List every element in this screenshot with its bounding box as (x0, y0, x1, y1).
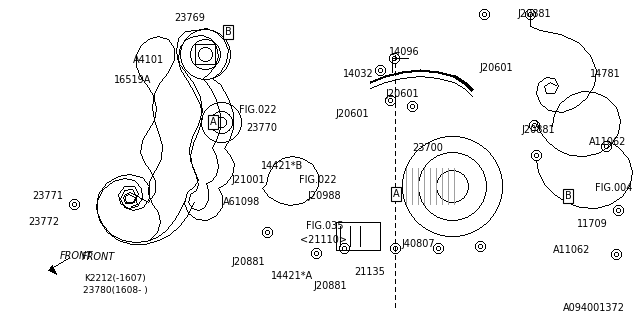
Text: 23771: 23771 (33, 191, 63, 201)
Text: J20601: J20601 (335, 109, 369, 119)
Text: 23700: 23700 (413, 143, 444, 153)
Text: B: B (564, 191, 572, 201)
Text: J20601: J20601 (385, 89, 419, 99)
Text: 16519A: 16519A (115, 75, 152, 85)
Text: J20881: J20881 (521, 125, 555, 135)
Text: 14096: 14096 (388, 47, 419, 57)
Text: FIG.035: FIG.035 (307, 221, 344, 231)
Text: 23770: 23770 (246, 123, 278, 133)
Text: 14421*A: 14421*A (271, 271, 313, 281)
Text: J21001: J21001 (231, 175, 265, 185)
Text: A094001372: A094001372 (563, 303, 625, 313)
Text: J20988: J20988 (307, 191, 341, 201)
Text: A11062: A11062 (589, 137, 627, 147)
Text: J20881: J20881 (231, 257, 265, 267)
Text: 14781: 14781 (589, 69, 620, 79)
Text: FIG.004: FIG.004 (595, 183, 633, 193)
Text: 14032: 14032 (342, 69, 373, 79)
Text: J20601: J20601 (479, 63, 513, 73)
Text: J20881: J20881 (313, 281, 347, 291)
Text: A: A (210, 117, 216, 127)
Text: 11709: 11709 (577, 219, 607, 229)
Text: A4101: A4101 (132, 55, 164, 65)
Text: K2212(-1607): K2212(-1607) (84, 274, 146, 283)
Text: 23772: 23772 (28, 217, 60, 227)
Text: FIG.022: FIG.022 (239, 105, 277, 115)
Text: 23780(1608- ): 23780(1608- ) (83, 285, 147, 294)
Text: J20881: J20881 (517, 9, 551, 19)
Text: <21110>: <21110> (300, 235, 346, 245)
Text: B: B (225, 27, 232, 37)
Text: FRONT: FRONT (60, 251, 93, 261)
Text: FIG.022: FIG.022 (299, 175, 337, 185)
Text: J40807: J40807 (401, 239, 435, 249)
Text: 23769: 23769 (175, 13, 205, 23)
Text: FRONT: FRONT (82, 252, 115, 262)
Text: A11062: A11062 (554, 245, 591, 255)
Text: A: A (393, 189, 399, 199)
Text: 21135: 21135 (355, 267, 385, 277)
Text: A61098: A61098 (223, 197, 260, 207)
Text: 14421*B: 14421*B (261, 161, 303, 171)
